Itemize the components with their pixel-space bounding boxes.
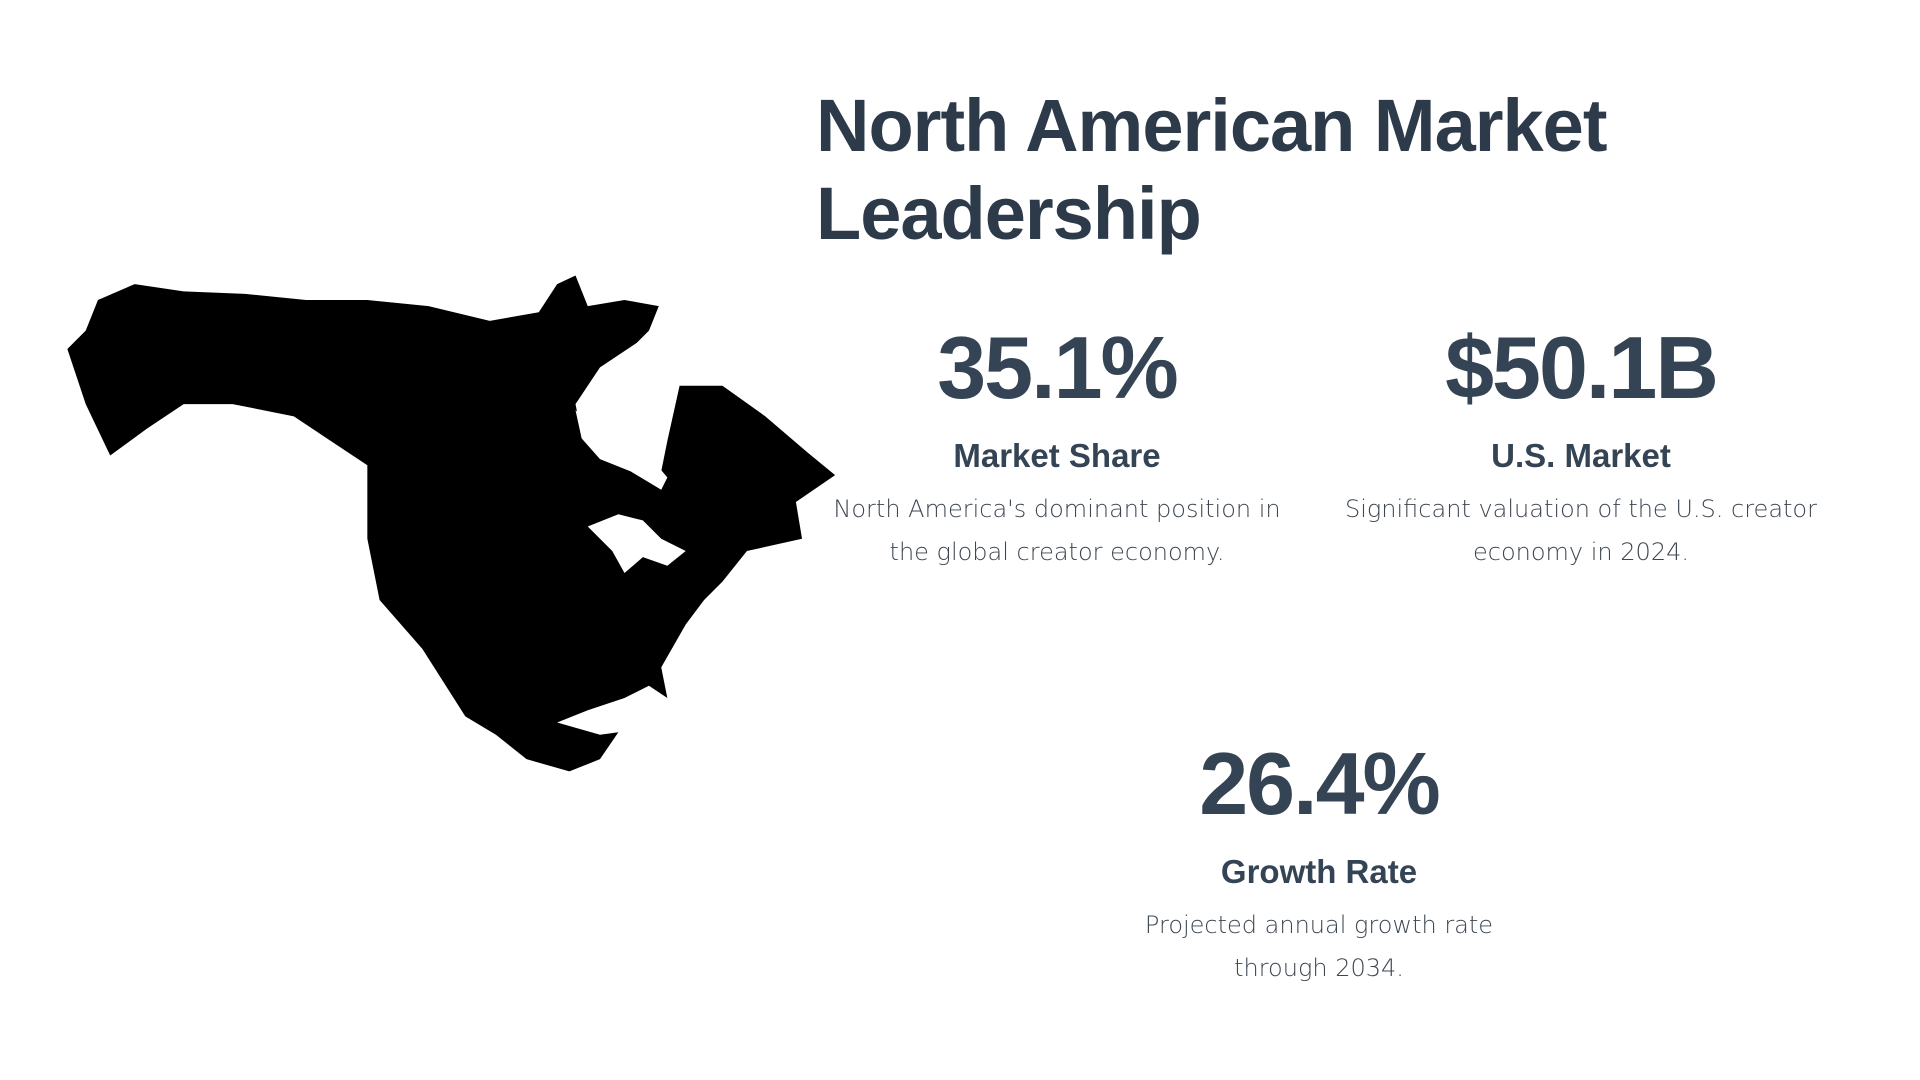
page-title: North American Market Leadership	[816, 84, 1607, 255]
stat-label: Growth Rate	[1220, 853, 1418, 890]
stat-growth-rate: 26.4% Growth Rate Projected annual growt…	[1099, 734, 1539, 990]
stat-description: North America's dominant position in the…	[833, 495, 1281, 566]
stat-label: U.S. Market	[1491, 437, 1671, 474]
stat-value: 35.1%	[937, 318, 1179, 417]
stat-value: 26.4%	[1199, 734, 1441, 833]
stat-value: $50.1B	[1445, 318, 1719, 417]
stat-description: Significant valuation of the U.S. creato…	[1345, 495, 1817, 566]
stat-label: Market Share	[953, 437, 1161, 474]
stat-us-market: $50.1B U.S. Market Significant valuation…	[1341, 318, 1821, 574]
stat-description: Projected annual growth rate through 203…	[1144, 911, 1494, 982]
stat-market-share: 35.1% Market Share North America's domin…	[817, 318, 1297, 574]
